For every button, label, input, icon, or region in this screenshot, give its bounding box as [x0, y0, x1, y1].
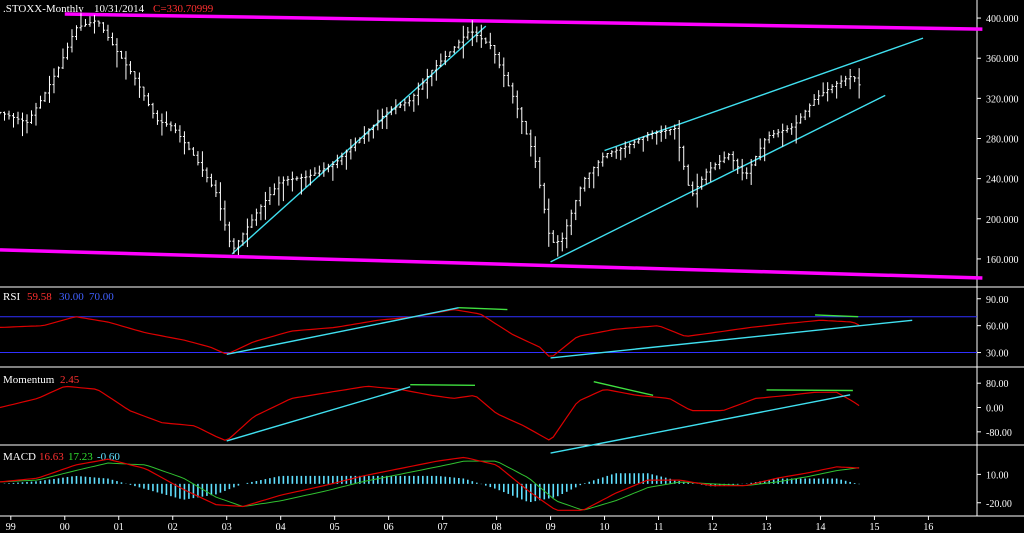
rsi-legend-band-high: 70.00 — [89, 291, 114, 303]
price-y-tick-label: 320.000 — [986, 94, 1019, 105]
x-tick-label: 09 — [546, 522, 556, 533]
x-tick-label: 99 — [6, 522, 16, 533]
macd-line — [0, 456, 860, 511]
x-tick-label: 07 — [438, 522, 448, 533]
close-value-label: C=330.70999 — [153, 3, 214, 15]
momentum-line — [0, 385, 860, 441]
momentum-trend-line-0 — [226, 386, 411, 442]
momentum-divergence-line-0 — [410, 384, 476, 387]
x-tick-label: 08 — [492, 522, 502, 533]
rsi-legend-value: 59.58 — [27, 291, 52, 303]
x-tick-label: 04 — [276, 522, 286, 533]
rsi-legend-band-low: 30.00 — [59, 291, 84, 303]
macd-y-tick-label: -20.00 — [986, 499, 1012, 510]
price-trend-line-3 — [550, 94, 886, 263]
price-y-tick-label: 200.000 — [986, 215, 1019, 226]
macd-legend-macd: 16.63 — [39, 451, 64, 463]
momentum-y-tick-label: 0.00 — [986, 404, 1004, 415]
price-y-tick-label: 240.000 — [986, 175, 1019, 186]
rsi-trend-line-1 — [550, 319, 913, 359]
symbol-label: .STOXX-Monthly — [3, 3, 84, 15]
rsi-trend-line-0 — [226, 307, 459, 356]
rsi-y-tick-label: 30.00 — [986, 349, 1009, 360]
price-trend-line-2 — [231, 25, 487, 255]
momentum-trend-line-1 — [550, 394, 851, 454]
momentum-legend-value: 2.45 — [60, 374, 80, 386]
momentum-divergence-line-2 — [766, 389, 853, 392]
x-tick-label: 03 — [222, 522, 232, 533]
rsi-y-tick-label: 90.00 — [986, 295, 1009, 306]
price-y-tick-label: 160.000 — [986, 255, 1019, 266]
macd-signal-line — [0, 460, 860, 511]
price-y-tick-label: 280.000 — [986, 134, 1019, 145]
x-tick-label: 02 — [168, 522, 178, 533]
rsi-divergence-line-0 — [458, 307, 508, 311]
x-tick-label: 00 — [60, 522, 70, 533]
x-tick-label: 12 — [708, 522, 718, 533]
x-tick-label: 13 — [761, 522, 771, 533]
x-tick-label: 10 — [600, 522, 610, 533]
x-tick-label: 11 — [654, 522, 664, 533]
price-y-tick-label: 400.000 — [986, 14, 1019, 25]
x-tick-label: 16 — [923, 522, 933, 533]
date-label: 10/31/2014 — [94, 3, 145, 15]
price-channel-line-0 — [64, 12, 983, 31]
rsi-y-tick-label: 60.00 — [986, 322, 1009, 333]
momentum-divergence-line-1 — [593, 380, 654, 397]
price-channel-line-1 — [0, 248, 983, 280]
price-y-tick-label: 360.000 — [986, 54, 1019, 65]
macd-y-tick-label: 10.00 — [986, 470, 1009, 481]
x-tick-label: 14 — [815, 522, 825, 533]
rsi-divergence-line-1 — [815, 314, 859, 318]
rsi-legend-label: RSI — [3, 291, 20, 303]
x-tick-label: 06 — [384, 522, 394, 533]
momentum-y-tick-label: 80.00 — [986, 379, 1009, 390]
macd-legend-label: MACD — [3, 451, 36, 463]
macd-legend-signal: 17.23 — [68, 451, 93, 463]
x-tick-label: 15 — [869, 522, 879, 533]
x-tick-label: 05 — [330, 522, 340, 533]
momentum-y-tick-label: -80.00 — [986, 428, 1012, 439]
momentum-legend-label: Momentum — [3, 374, 55, 386]
price-trend-line-4 — [604, 37, 924, 152]
x-tick-label: 01 — [114, 522, 124, 533]
